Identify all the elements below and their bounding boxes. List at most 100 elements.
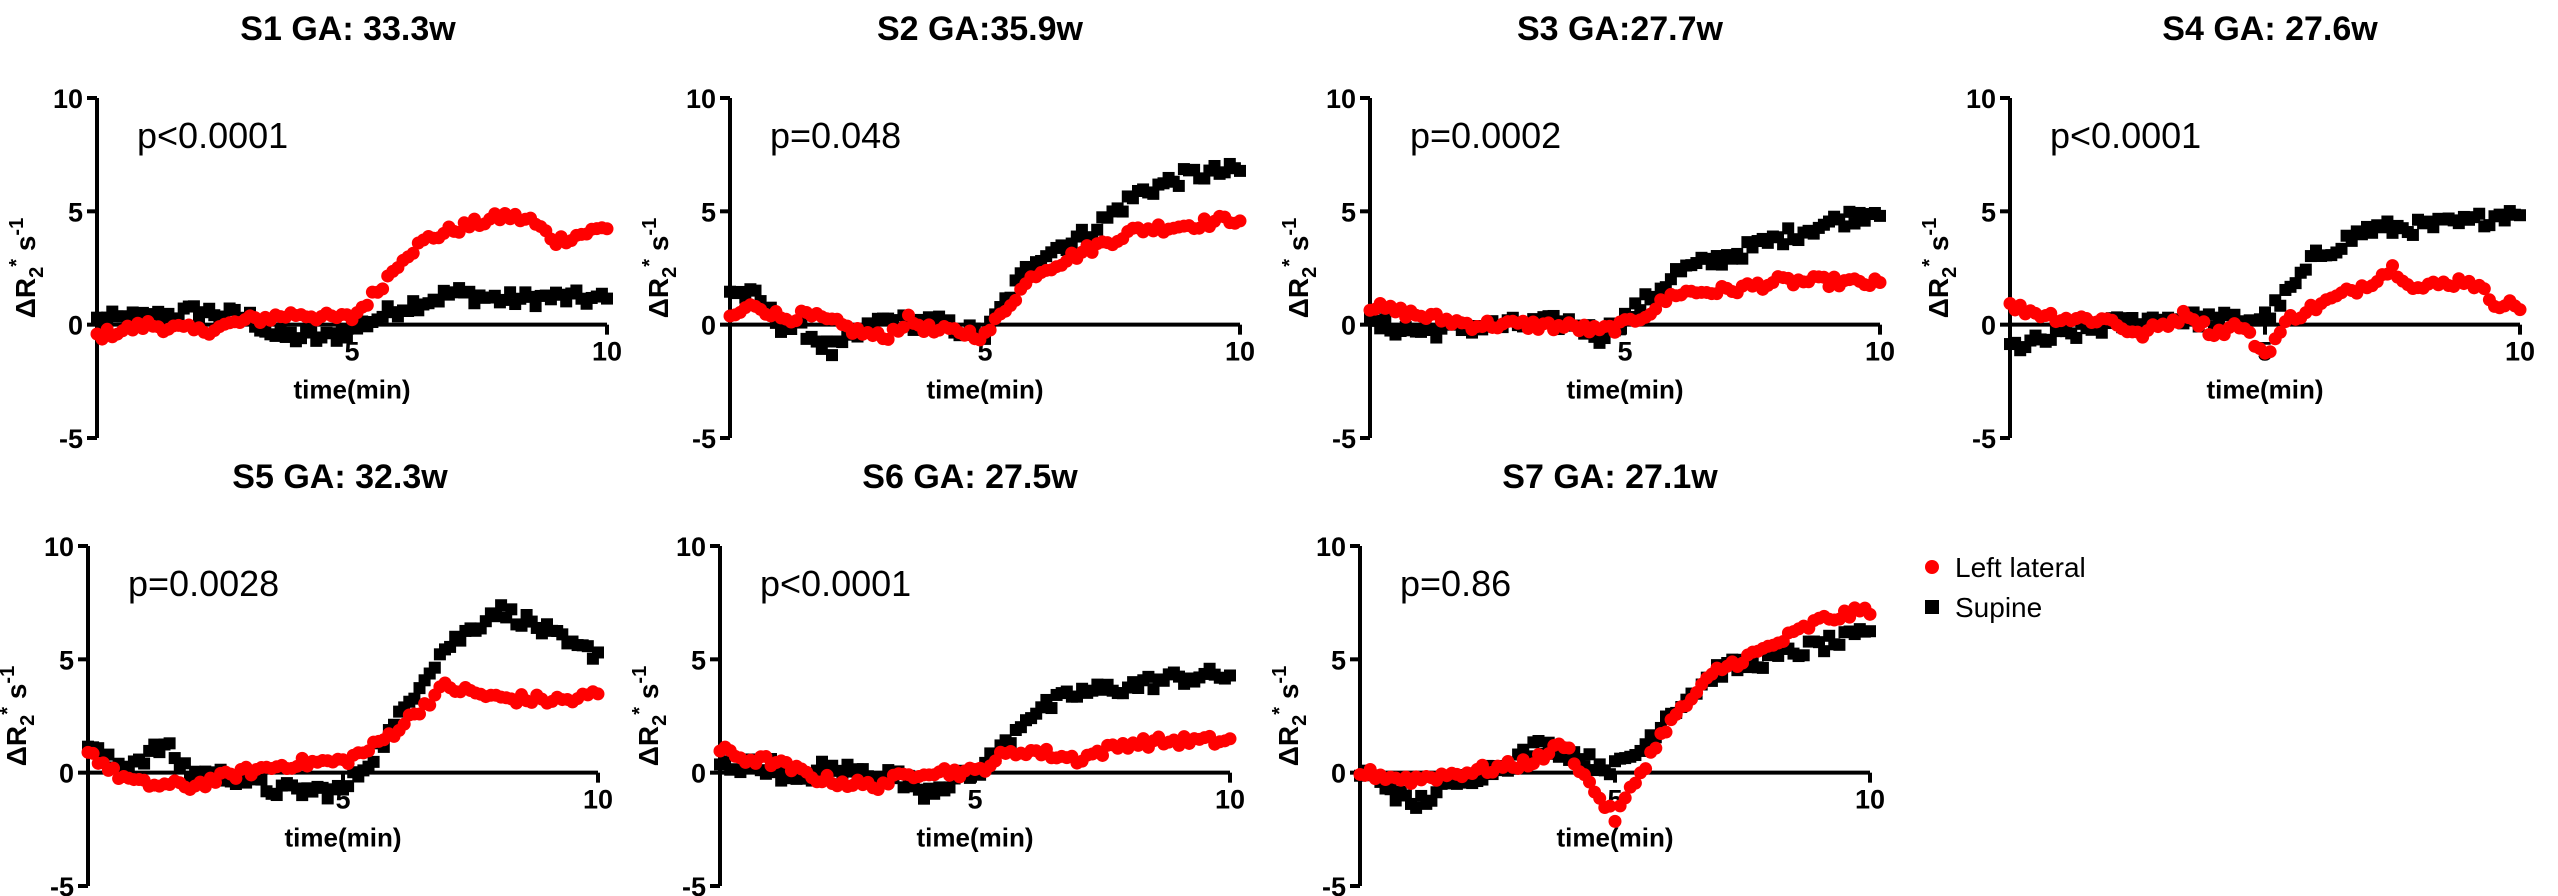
data-point-square [535, 627, 548, 640]
y-tick-label: 5 [1331, 645, 1346, 675]
y-axis-label: ΔR2* s-1 [1919, 218, 1961, 318]
y-tick-label: 10 [1326, 84, 1356, 114]
data-point-square [1091, 223, 1104, 236]
data-point-circle [406, 246, 420, 260]
data-point-square [2473, 207, 2486, 220]
series-supine [82, 599, 604, 805]
series-left-lateral [2003, 259, 2527, 360]
y-tick-label: 5 [1341, 197, 1356, 227]
data-point-square [340, 331, 353, 344]
data-point-square [2381, 215, 2394, 228]
data-point-square [826, 349, 838, 362]
data-point-circle [2513, 303, 2527, 317]
y-axis-label: ΔR2* s-1 [1269, 666, 1311, 766]
y-tick-label: -5 [692, 424, 716, 454]
x-tick-label: 5 [967, 785, 982, 815]
data-point-circle [1649, 741, 1663, 755]
data-point-square [1756, 661, 1769, 674]
x-tick-label: 5 [344, 337, 359, 367]
y-tick-label: -5 [1322, 872, 1346, 896]
chart-panel-6: S6 GA: 27.5w -5 0 5 10 5 10 time(min) ΔR2* s-1 p<… [629, 458, 1245, 896]
data-point-circle [1583, 775, 1596, 789]
data-point-square [1797, 649, 1810, 662]
series-supine [91, 282, 613, 348]
y-tick-label: 10 [44, 532, 74, 562]
y-tick-label: 0 [1331, 759, 1346, 789]
data-point-square [1116, 205, 1129, 218]
data-point-circle [2477, 282, 2491, 296]
data-point-circle [1096, 748, 1109, 762]
y-tick-label: 10 [1316, 532, 1346, 562]
y-tick-label: 10 [676, 532, 706, 562]
data-point-square [1147, 187, 1160, 200]
y-tick-label: 0 [1981, 311, 1996, 341]
data-point-square [187, 300, 200, 313]
y-tick-label: -5 [1972, 424, 1996, 454]
data-point-square [1532, 734, 1545, 747]
data-point-square [428, 661, 441, 674]
p-value-label: p=0.86 [1400, 563, 1511, 604]
data-point-square [2299, 263, 2312, 276]
data-point-square [376, 310, 389, 323]
data-point-square [2126, 311, 2139, 324]
data-point-circle [1618, 791, 1632, 805]
p-value-label: p=0.048 [770, 115, 901, 156]
y-tick-label: 0 [691, 759, 706, 789]
data-point-square [1864, 625, 1876, 638]
y-tick-label: -5 [1332, 424, 1356, 454]
series-left-lateral [1363, 270, 1887, 339]
data-point-square [1838, 220, 1851, 233]
data-point-square [2335, 242, 2348, 255]
chart-title: S7 GA: 27.1w [1502, 458, 1718, 496]
data-point-square [463, 285, 476, 298]
data-point-square [1736, 252, 1749, 265]
y-tick-label: 10 [686, 84, 716, 114]
x-tick-label: 5 [1617, 337, 1632, 367]
x-tick-label: 10 [592, 337, 622, 367]
data-point-square [524, 290, 537, 303]
data-point-square [408, 692, 421, 705]
data-point-circle [1009, 293, 1023, 307]
data-point-circle [2273, 325, 2287, 339]
data-point-circle [1562, 741, 1576, 755]
data-point-circle [600, 222, 614, 236]
data-point-square [775, 774, 788, 787]
data-point-square [1843, 205, 1856, 218]
data-point-square [918, 792, 930, 805]
data-point-circle [2243, 325, 2257, 339]
y-axis-label: ΔR2* s-1 [6, 218, 48, 318]
y-tick-label: 0 [68, 311, 83, 341]
data-point-circle [896, 320, 910, 334]
chart-panel-1: S1 GA: 33.3w -5 0 5 10 5 10 time(min) ΔR2* s-1 p<… [6, 10, 622, 454]
data-point-circle [376, 282, 390, 296]
data-point-circle [423, 698, 437, 712]
data-point-square [178, 757, 191, 770]
data-point-square [2498, 214, 2511, 227]
y-tick-label: 0 [1341, 311, 1356, 341]
legend-label: Left lateral [1955, 552, 2086, 583]
series-left-lateral [81, 676, 605, 796]
p-value-label: p<0.0001 [137, 115, 288, 156]
data-point-square [1664, 273, 1677, 286]
data-point-square [270, 789, 283, 802]
data-point-circle [2171, 316, 2185, 330]
data-point-square [1147, 683, 1160, 696]
series-left-lateral [90, 206, 614, 346]
data-point-square [138, 757, 151, 770]
data-point-square [1014, 267, 1027, 280]
data-point-square [402, 304, 415, 317]
data-point-circle [107, 761, 120, 775]
y-tick-label: 0 [701, 311, 716, 341]
data-point-square [2274, 299, 2287, 312]
y-tick-label: -5 [59, 424, 83, 454]
x-tick-label: 10 [1865, 337, 1895, 367]
data-point-square [1075, 223, 1088, 236]
data-point-square [490, 610, 502, 623]
data-point-square [1782, 222, 1795, 235]
data-point-square [1603, 768, 1616, 781]
data-point-square [1045, 702, 1058, 715]
data-point-square [1384, 783, 1397, 796]
